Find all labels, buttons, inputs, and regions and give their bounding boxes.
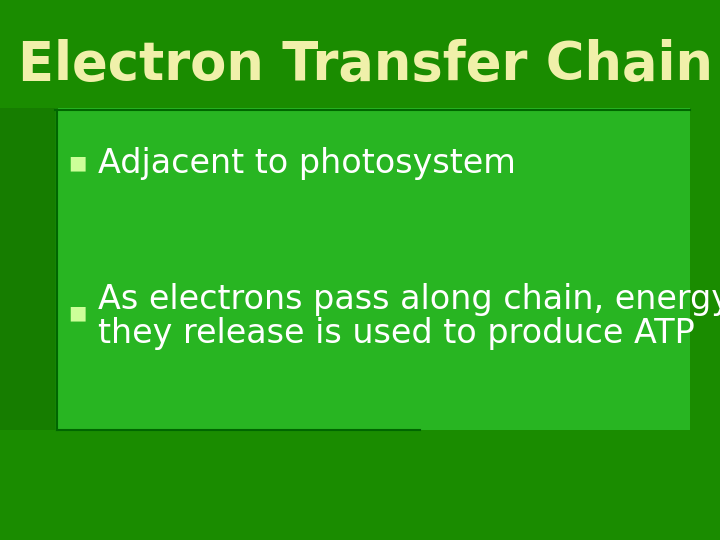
Text: As electrons pass along chain, energy: As electrons pass along chain, energy	[98, 284, 720, 316]
Text: they release is used to produce ATP: they release is used to produce ATP	[98, 316, 695, 349]
Text: ■: ■	[68, 303, 86, 322]
Text: ■: ■	[68, 153, 86, 172]
Bar	[0, 108, 58, 430]
Text: Adjacent to photosystem: Adjacent to photosystem	[98, 146, 516, 179]
Text: Electron Transfer Chain: Electron Transfer Chain	[18, 39, 713, 91]
Bar	[55, 108, 690, 430]
